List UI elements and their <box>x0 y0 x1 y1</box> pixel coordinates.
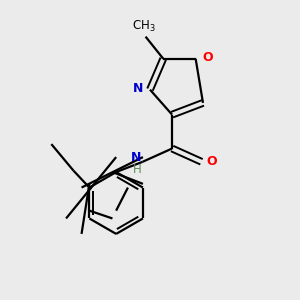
Text: N: N <box>131 151 141 164</box>
Text: H: H <box>132 163 141 176</box>
Text: O: O <box>207 155 218 168</box>
Text: N: N <box>133 82 143 95</box>
Text: CH$_3$: CH$_3$ <box>132 19 156 34</box>
Text: O: O <box>202 51 213 64</box>
